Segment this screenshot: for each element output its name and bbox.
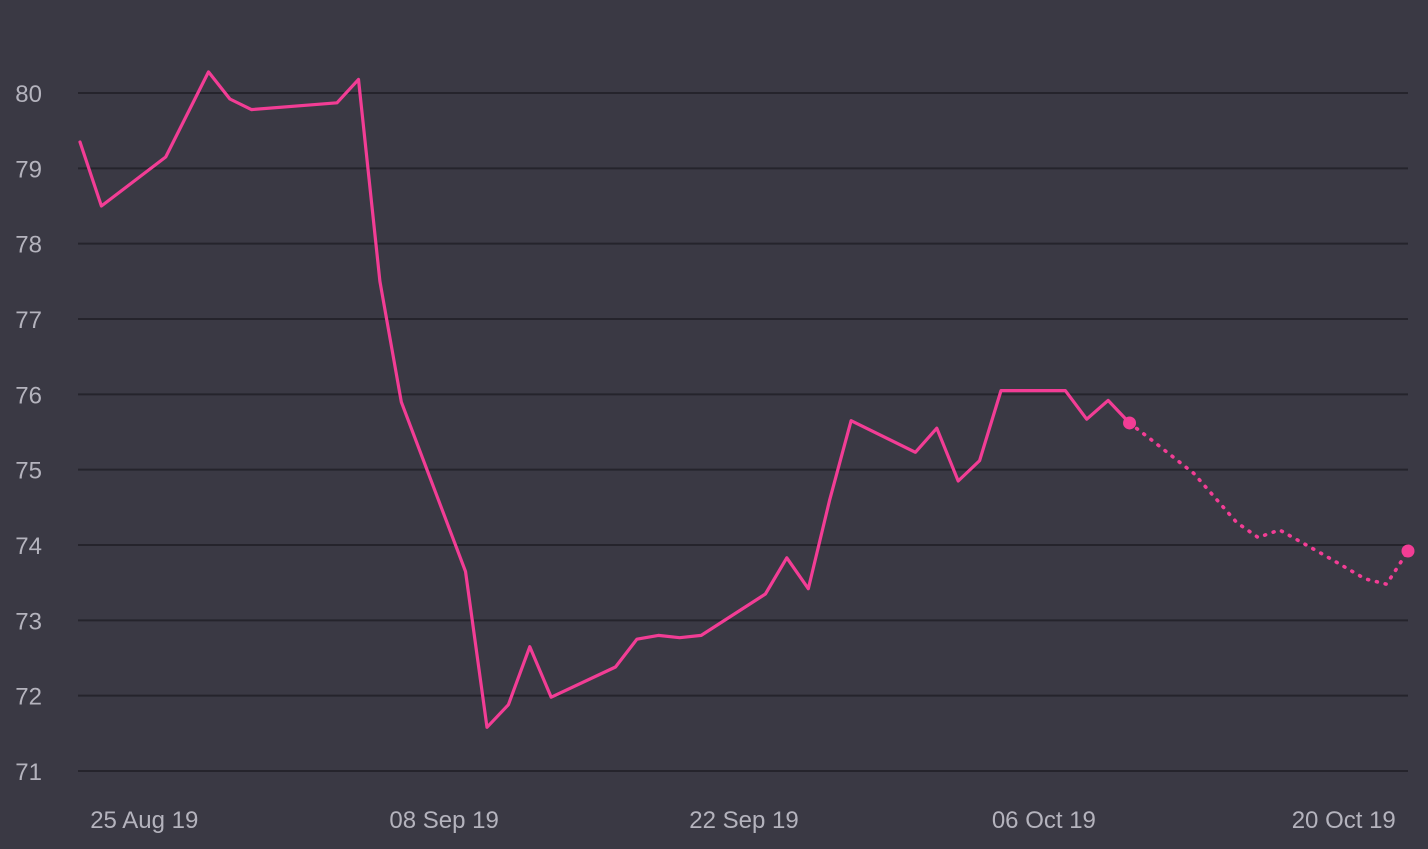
y-tick-label-72: 72 [15, 684, 42, 711]
y-tick-label-80: 80 [15, 81, 42, 108]
y-tick-label-75: 75 [15, 458, 42, 485]
markers [1123, 416, 1415, 558]
series-group [78, 70, 1410, 729]
x-tick-label-2019-09-08: 08 Sep 19 [389, 807, 498, 834]
price-series-line [78, 70, 1132, 729]
last-actual-point-marker [1123, 416, 1137, 430]
y-tick-label-78: 78 [15, 232, 42, 259]
forecast-series-line [1127, 421, 1410, 587]
y-tick-label-71: 71 [15, 759, 42, 786]
grid [78, 92, 1408, 772]
x-tick-label-2019-10-06: 06 Oct 19 [992, 807, 1096, 834]
x-tick-label-2019-10-20: 20 Oct 19 [1292, 807, 1396, 834]
x-tick-label-2019-09-22: 22 Sep 19 [689, 807, 798, 834]
y-tick-label-79: 79 [15, 156, 42, 183]
y-tick-label-74: 74 [15, 533, 42, 560]
x-tick-label-2019-08-25: 25 Aug 19 [90, 807, 198, 834]
y-tick-label-77: 77 [15, 307, 42, 334]
y-tick-label-76: 76 [15, 382, 42, 409]
x-axis-ticks: 25 Aug 19 08 Sep 19 22 Sep 19 06 Oct 19 20 O… [90, 807, 1396, 834]
y-tick-label-73: 73 [15, 608, 42, 635]
y-axis-ticks: 71 72 73 74 75 76 77 78 79 80 [15, 81, 42, 786]
forecast-end-point-marker [1401, 544, 1415, 558]
